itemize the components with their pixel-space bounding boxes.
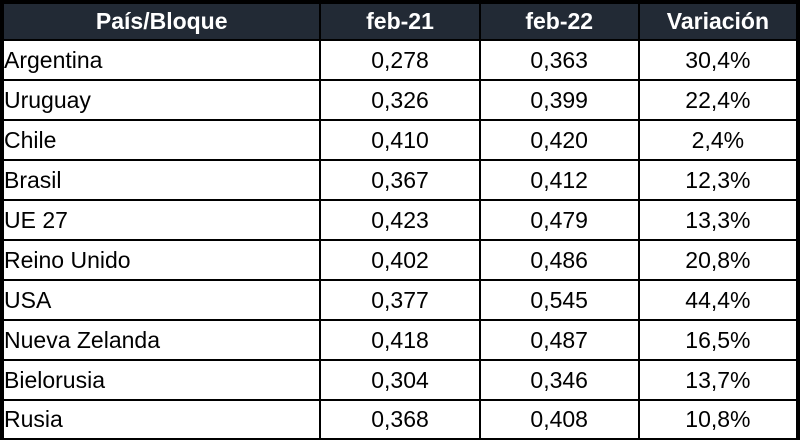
variation-value-cell: 20,8% [637,239,800,281]
table-row: UE 27 0,423 0,479 13,3% [0,199,800,241]
table-row: Brasil 0,367 0,412 12,3% [0,159,800,201]
header-pais-bloque: País/Bloque [0,1,322,41]
variation-value-cell: 30,4% [637,39,800,81]
variation-value-cell: 13,7% [637,359,800,401]
table-body: Argentina 0,278 0,363 30,4% Uruguay 0,326 0,39… [0,39,800,440]
header-feb-21: feb-21 [319,1,481,41]
feb22-value-cell: 0,346 [478,359,640,401]
feb22-value-cell: 0,487 [478,319,640,361]
feb22-value-cell: 0,479 [478,199,640,241]
feb21-value-cell: 0,367 [319,159,481,201]
feb22-value-cell: 0,420 [478,119,640,161]
table-row: Reino Unido 0,402 0,486 20,8% [0,239,800,281]
feb22-value-cell: 0,412 [478,159,640,201]
table-row: Nueva Zelanda 0,418 0,487 16,5% [0,319,800,361]
country-cell: Nueva Zelanda [0,319,322,361]
variation-value-cell: 13,3% [637,199,800,241]
variation-value-cell: 10,8% [637,399,800,440]
feb21-value-cell: 0,368 [319,399,481,440]
country-cell: Bielorusia [0,359,322,401]
table-row: Chile 0,410 0,420 2,4% [0,119,800,161]
country-cell: Chile [0,119,322,161]
table-row: Uruguay 0,326 0,399 22,4% [0,79,800,121]
country-cell: Brasil [0,159,322,201]
country-cell: Uruguay [0,79,322,121]
feb21-value-cell: 0,418 [319,319,481,361]
variation-value-cell: 2,4% [637,119,800,161]
variation-value-cell: 22,4% [637,79,800,121]
header-variacion: Variación [637,1,800,41]
feb22-value-cell: 0,363 [478,39,640,81]
variation-value-cell: 44,4% [637,279,800,321]
table-row: USA 0,377 0,545 44,4% [0,279,800,321]
table-header: País/Bloque feb-21 feb-22 Variación [0,1,800,41]
header-feb-22: feb-22 [478,1,640,41]
feb21-value-cell: 0,326 [319,79,481,121]
country-cell: Argentina [0,39,322,81]
variation-value-cell: 12,3% [637,159,800,201]
feb21-value-cell: 0,278 [319,39,481,81]
feb22-value-cell: 0,545 [478,279,640,321]
feb21-value-cell: 0,304 [319,359,481,401]
country-cell: UE 27 [0,199,322,241]
variation-value-cell: 16,5% [637,319,800,361]
feb21-value-cell: 0,377 [319,279,481,321]
feb22-value-cell: 0,399 [478,79,640,121]
feb21-value-cell: 0,410 [319,119,481,161]
country-cell: Reino Unido [0,239,322,281]
country-cell: Rusia [0,399,322,440]
feb21-value-cell: 0,423 [319,199,481,241]
header-row: País/Bloque feb-21 feb-22 Variación [0,1,800,41]
feb22-value-cell: 0,486 [478,239,640,281]
table-row: Argentina 0,278 0,363 30,4% [0,39,800,81]
table-row: Rusia 0,368 0,408 10,8% [0,399,800,440]
country-cell: USA [0,279,322,321]
feb21-value-cell: 0,402 [319,239,481,281]
feb22-value-cell: 0,408 [478,399,640,440]
table-row: Bielorusia 0,304 0,346 13,7% [0,359,800,401]
